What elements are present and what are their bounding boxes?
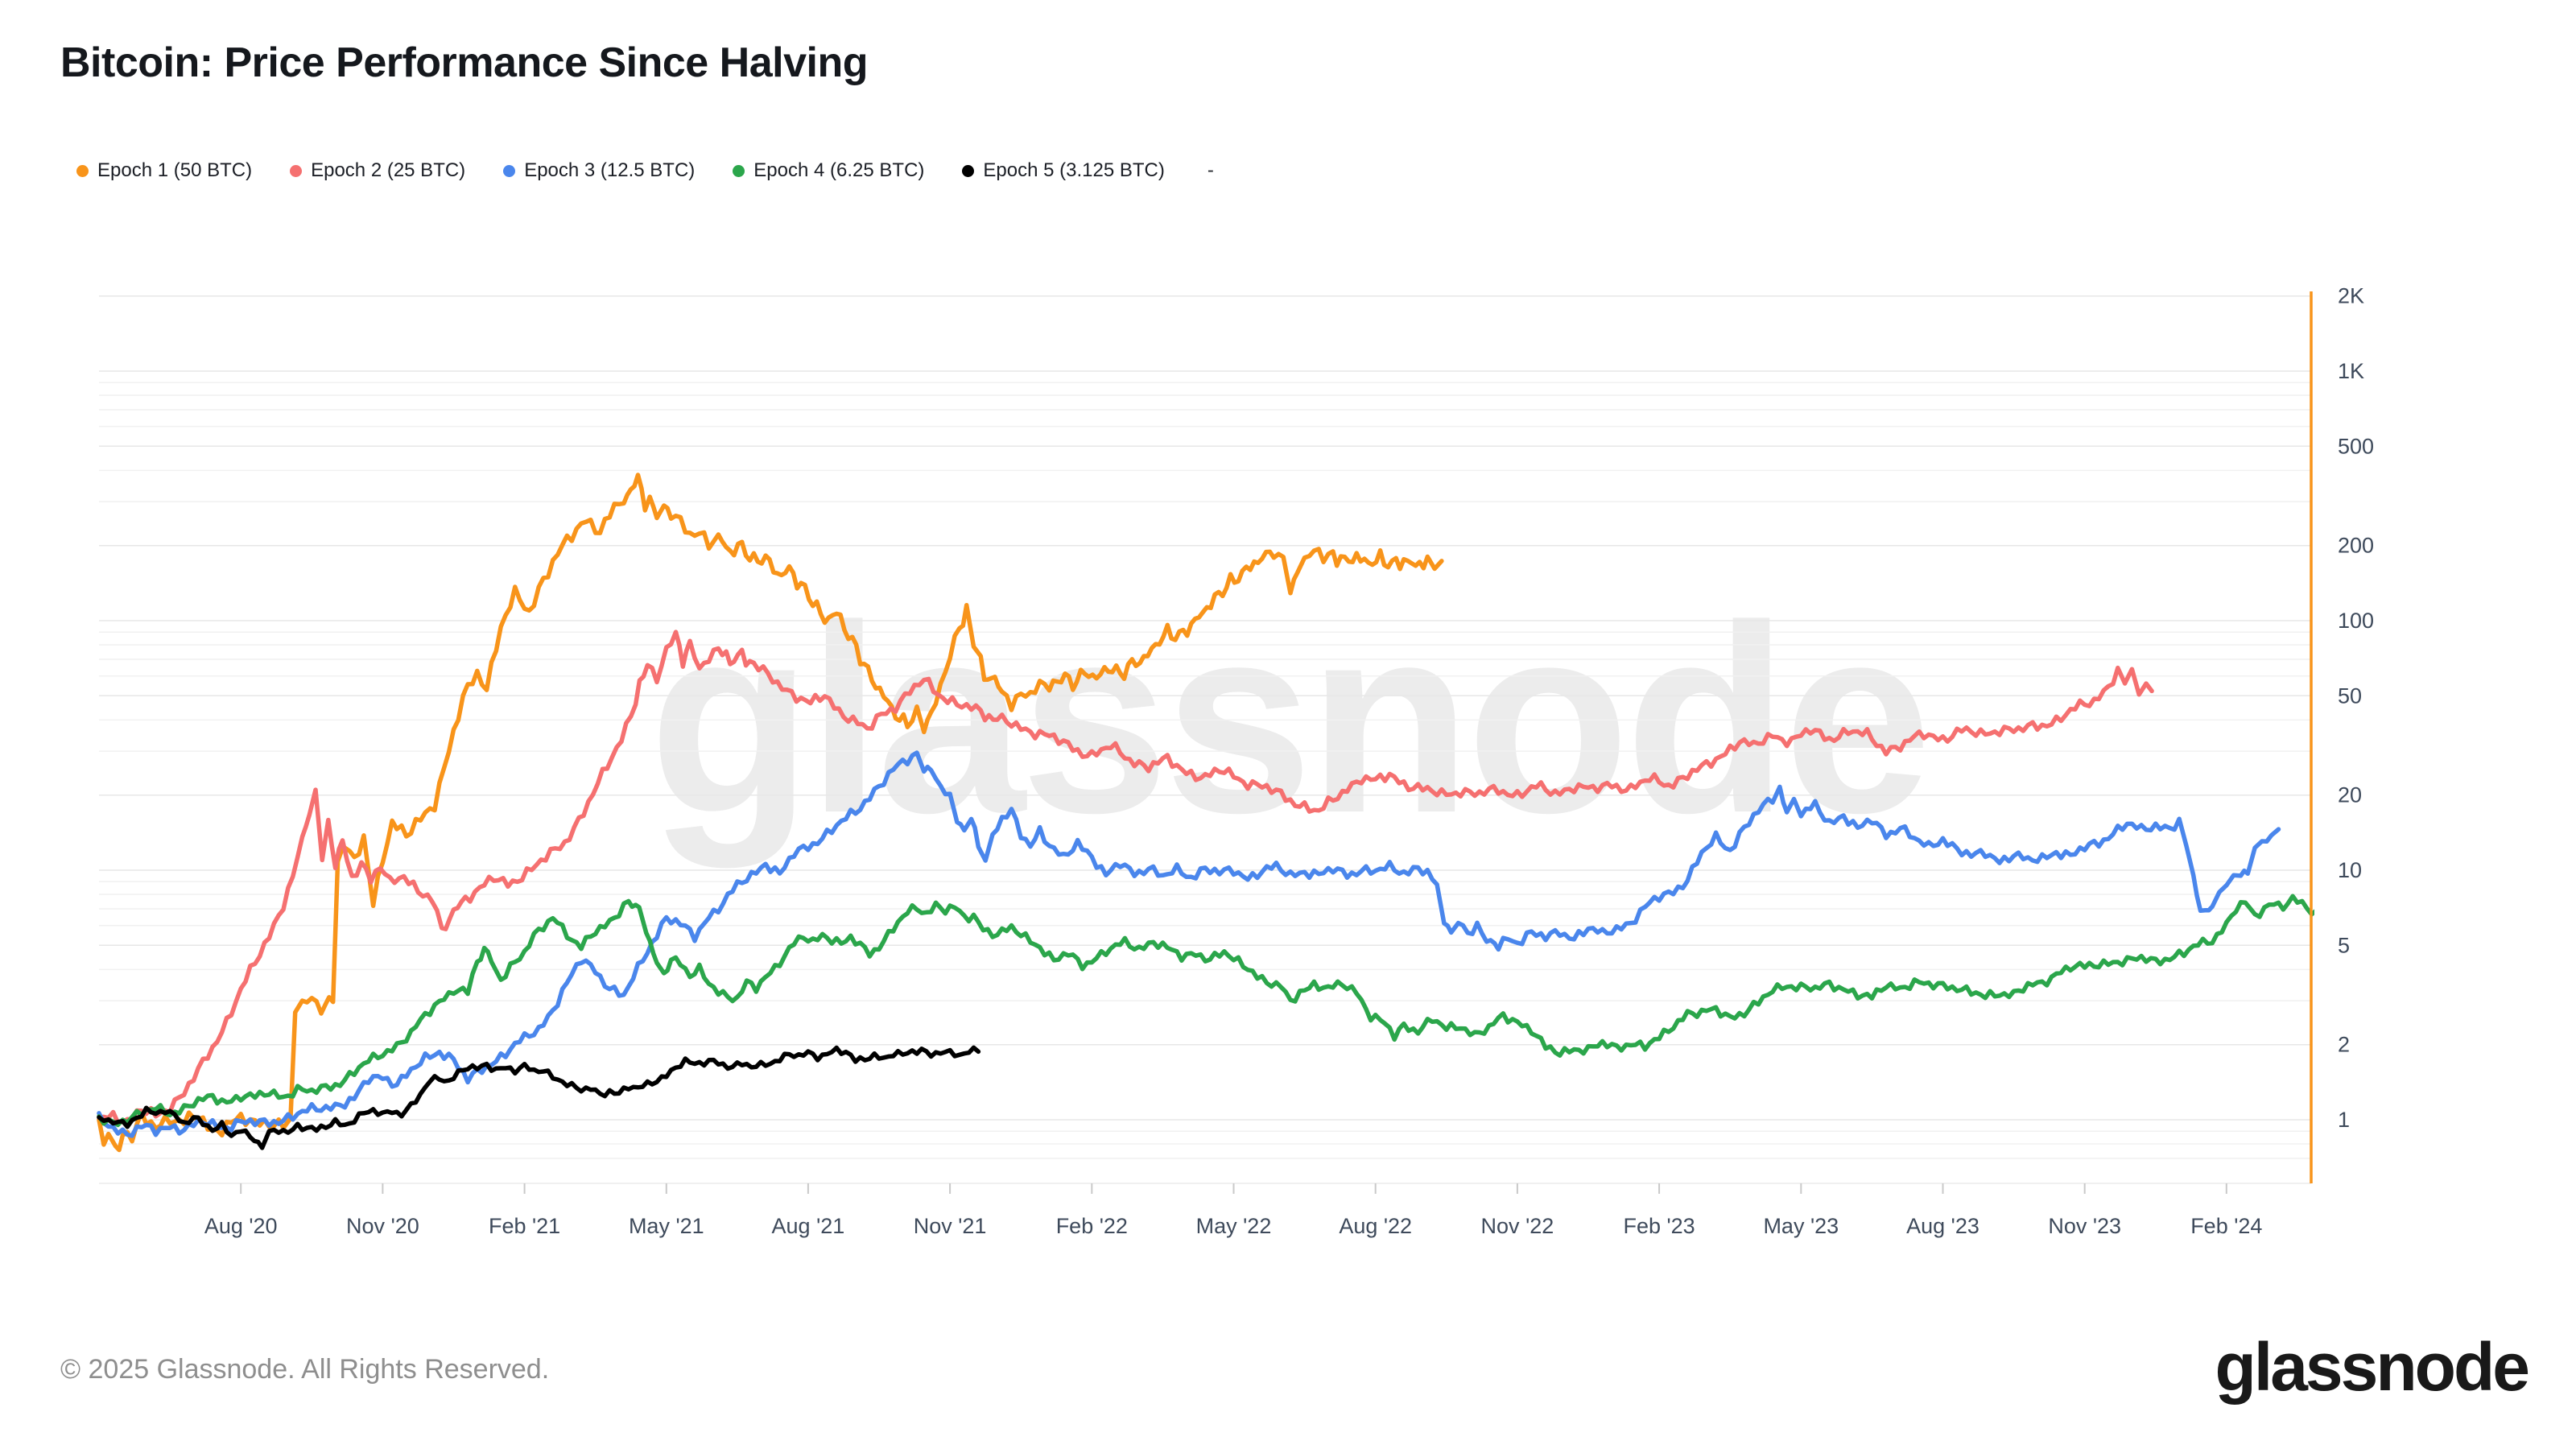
x-tick-label: Feb '23 — [1623, 1214, 1695, 1238]
legend-item-epoch-4[interactable]: Epoch 4 (6.25 BTC) — [733, 159, 924, 182]
legend-item-epoch-5[interactable]: Epoch 5 (3.125 BTC) — [962, 159, 1165, 182]
legend-item-epoch-3[interactable]: Epoch 3 (12.5 BTC) — [503, 159, 695, 182]
x-tick-label: Feb '24 — [2190, 1214, 2262, 1238]
glassnode-logo: glassnode — [2215, 1329, 2530, 1405]
series-line-epoch-1 — [97, 473, 1444, 1153]
y-tick-label: 200 — [2338, 534, 2374, 558]
y-tick-label: 10 — [2338, 858, 2362, 882]
x-tick-label: Aug '22 — [1339, 1214, 1412, 1238]
x-tick-label: May '22 — [1196, 1214, 1272, 1238]
series-line-epoch-5 — [97, 1045, 981, 1150]
legend-label: Epoch 1 (50 BTC) — [97, 159, 253, 181]
x-tick-label: Nov '20 — [346, 1214, 419, 1238]
legend-dot-epoch-1 — [76, 164, 89, 177]
y-axis-labels: 2K 1K 500 200 100 50 20 10 5 2 1 — [2338, 284, 2374, 1132]
x-tick-label: Feb '22 — [1056, 1214, 1128, 1238]
y-tick-label: 100 — [2338, 609, 2374, 633]
x-tick-label: Nov '23 — [2048, 1214, 2121, 1238]
x-tick-label: Aug '20 — [204, 1214, 278, 1238]
copyright-text: © 2025 Glassnode. All Rights Reserved. — [60, 1354, 550, 1385]
legend-label: Epoch 4 (6.25 BTC) — [753, 159, 925, 181]
legend-label: Epoch 5 (3.125 BTC) — [983, 159, 1165, 181]
y-tick-label: 2K — [2338, 284, 2364, 308]
legend-dot-epoch-3 — [503, 164, 516, 177]
x-tick-label: Nov '21 — [914, 1214, 987, 1238]
x-tick-label: Aug '21 — [772, 1214, 845, 1238]
series-lines — [97, 473, 2314, 1153]
legend-item-epoch-2[interactable]: Epoch 2 (25 BTC) — [290, 159, 465, 182]
legend-dot-epoch-5 — [962, 164, 975, 177]
x-tick-label: May '23 — [1763, 1214, 1839, 1238]
legend-item-epoch-1[interactable]: Epoch 1 (50 BTC) — [76, 159, 252, 182]
series-line-epoch-2 — [97, 630, 2154, 1125]
legend-item-placeholder[interactable]: - — [1207, 159, 1214, 181]
legend-label: Epoch 2 (25 BTC) — [311, 159, 466, 181]
legend-label: Epoch 3 (12.5 BTC) — [524, 159, 696, 181]
x-axis: Aug '20 Nov '20 Feb '21 May '21 Aug '21 Nov '… — [99, 1183, 2311, 1238]
y-tick-label: 1 — [2338, 1108, 2350, 1132]
y-tick-label: 500 — [2338, 434, 2374, 458]
legend-dot-epoch-2 — [290, 164, 303, 177]
y-tick-label: 50 — [2338, 683, 2362, 708]
legend: Epoch 1 (50 BTC) Epoch 2 (25 BTC) Epoch 3 … — [76, 159, 1214, 182]
y-tick-label: 1K — [2338, 359, 2364, 383]
gridlines — [99, 295, 2311, 1159]
x-tick-label: Nov '22 — [1481, 1214, 1554, 1238]
y-tick-label: 2 — [2338, 1033, 2350, 1057]
y-tick-label: 20 — [2338, 783, 2362, 807]
y-tick-label: 5 — [2338, 933, 2350, 957]
x-tick-label: Feb '21 — [489, 1214, 560, 1238]
series-line-epoch-4 — [97, 894, 2314, 1128]
page-title: Bitcoin: Price Performance Since Halving — [60, 39, 869, 86]
x-tick-label: May '21 — [629, 1214, 704, 1238]
x-tick-label: Aug '23 — [1906, 1214, 1979, 1238]
legend-dot-epoch-4 — [733, 164, 745, 177]
